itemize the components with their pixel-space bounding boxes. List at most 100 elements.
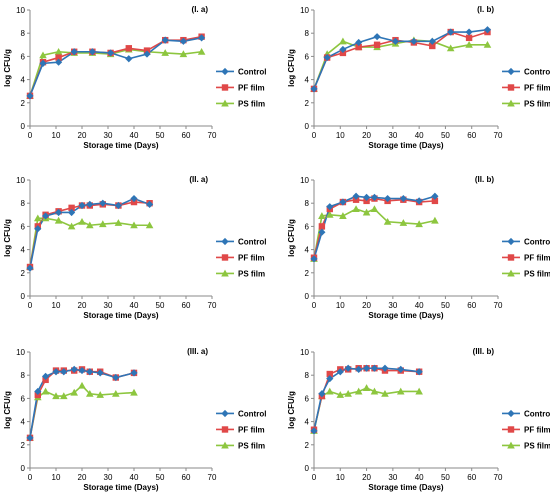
x-tick-label: 60: [467, 131, 476, 140]
y-tick-label: 2: [21, 441, 26, 450]
series-line: [313, 39, 488, 90]
data-point: [42, 212, 50, 220]
x-tick-label: 20: [362, 131, 371, 140]
data-point: [362, 208, 371, 216]
x-tick-label: 70: [494, 131, 503, 140]
data-point: [60, 392, 68, 400]
x-tick-label: 0: [28, 473, 33, 482]
data-point: [354, 387, 363, 395]
y-tick-label: 10: [300, 6, 309, 15]
data-point: [130, 388, 138, 396]
data-point: [399, 219, 408, 226]
y-tick-label: 6: [21, 394, 26, 403]
legend-label: PS film: [238, 441, 265, 450]
y-tick-label: 4: [21, 76, 26, 85]
data-point: [362, 193, 371, 201]
data-point: [326, 370, 333, 378]
y-tick-label: 8: [21, 29, 26, 38]
data-point: [70, 365, 78, 373]
data-point: [384, 194, 392, 203]
x-tick-label: 10: [52, 473, 61, 482]
data-point: [67, 222, 76, 230]
data-point: [370, 364, 379, 372]
data-point: [465, 28, 473, 36]
data-point: [410, 37, 418, 45]
legend-swatch-marker: [507, 237, 515, 246]
data-point: [130, 221, 138, 229]
chart-panel-5: 0 2 4 6 8 10 0 10 20 30 40 50 60 70 Storage time (Days…: [3, 347, 266, 492]
x-tick-label: 40: [415, 131, 424, 140]
data-point: [352, 192, 360, 200]
data-point: [114, 201, 122, 210]
data-point: [325, 387, 334, 395]
data-point: [96, 369, 104, 377]
y-tick-label: 4: [305, 76, 310, 85]
y-tick-label: 6: [305, 394, 310, 403]
y-tick-label: 6: [305, 222, 310, 231]
data-point: [336, 368, 344, 376]
data-point: [326, 375, 334, 383]
x-tick-label: 40: [130, 301, 139, 310]
data-point: [42, 372, 50, 380]
data-point: [362, 364, 371, 372]
x-tick-label: 20: [78, 131, 87, 140]
x-axis-label: Storage time (Days): [83, 311, 158, 320]
y-tick-label: 0: [305, 292, 310, 301]
data-point: [78, 381, 86, 389]
y-tick-label: 8: [305, 199, 310, 208]
legend-swatch-marker: [507, 84, 515, 91]
x-tick-label: 10: [336, 473, 345, 482]
data-point: [78, 366, 86, 375]
data-point: [381, 389, 389, 397]
data-point: [41, 387, 50, 395]
y-tick-label: 0: [305, 464, 310, 473]
data-point: [431, 197, 439, 205]
data-point: [99, 220, 107, 228]
data-point: [198, 34, 206, 42]
data-point: [415, 197, 423, 205]
legend-label: Control: [238, 67, 266, 76]
legend-label: Control: [524, 67, 550, 76]
y-axis-label: log CFU/g: [3, 219, 12, 257]
data-point: [146, 200, 154, 208]
x-tick-label: 0: [28, 131, 33, 140]
y-tick-label: 10: [16, 6, 25, 15]
panel-label: (I. b): [477, 5, 494, 14]
data-point: [310, 255, 318, 263]
data-point: [373, 41, 381, 48]
x-tick-label: 60: [182, 473, 191, 482]
x-tick-label: 0: [312, 301, 317, 310]
data-point: [391, 37, 400, 45]
y-tick-label: 10: [300, 348, 309, 357]
data-point: [39, 59, 47, 67]
x-tick-label: 60: [182, 301, 191, 310]
legend-label: PF film: [524, 425, 550, 434]
data-point: [381, 364, 389, 372]
x-tick-label: 40: [415, 301, 424, 310]
data-point: [26, 264, 34, 272]
data-point: [26, 434, 34, 442]
x-tick-label: 30: [388, 131, 397, 140]
x-axis-label: Storage time (Days): [368, 483, 443, 492]
y-tick-label: 2: [21, 269, 26, 278]
x-tick-label: 60: [182, 131, 191, 140]
data-point: [339, 37, 347, 45]
legend-label: Control: [524, 237, 550, 246]
data-point: [373, 33, 381, 41]
data-point: [397, 365, 405, 373]
y-tick-label: 6: [305, 52, 310, 61]
panel-label: (II. b): [475, 175, 494, 184]
series-line: [29, 197, 150, 269]
y-tick-label: 10: [16, 348, 25, 357]
chart-panel-3: 0 2 4 6 8 10 0 10 20 30 40 50 60 70 Storage time (Days…: [3, 175, 266, 320]
legend-swatch-marker: [221, 254, 229, 261]
legend-swatch-marker: [507, 441, 515, 449]
data-point: [465, 34, 473, 42]
data-point: [125, 55, 133, 63]
legend-swatch-marker: [507, 254, 515, 261]
data-point: [54, 47, 63, 55]
x-tick-label: 70: [494, 473, 503, 482]
data-point: [197, 47, 206, 55]
data-point: [34, 214, 42, 222]
panel-label: (II. a): [189, 175, 208, 184]
